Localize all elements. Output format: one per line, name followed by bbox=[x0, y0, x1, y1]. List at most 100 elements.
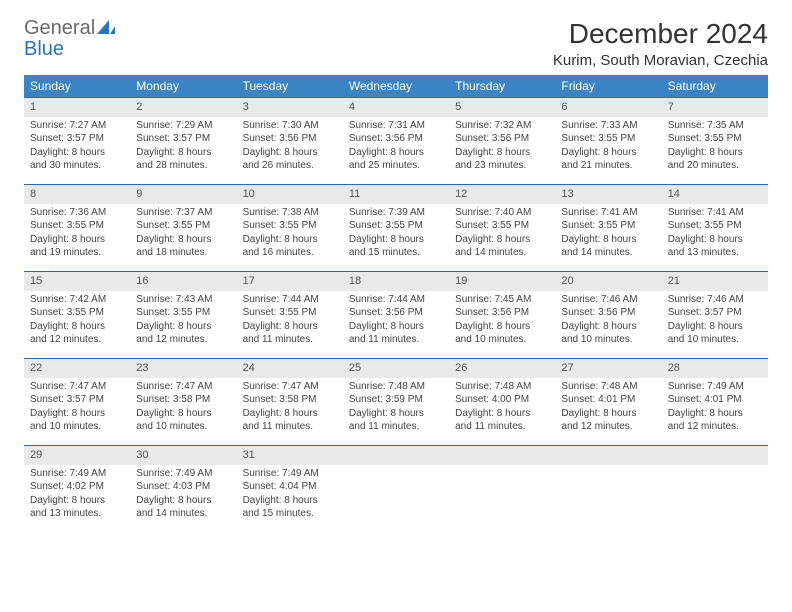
day-number: 23 bbox=[130, 359, 236, 378]
title-block: December 2024 Kurim, South Moravian, Cze… bbox=[553, 18, 768, 69]
calendar-day-cell: 13Sunrise: 7:41 AMSunset: 3:55 PMDayligh… bbox=[555, 185, 661, 272]
calendar-day-cell: 24Sunrise: 7:47 AMSunset: 3:58 PMDayligh… bbox=[237, 359, 343, 446]
calendar-day-cell: 5Sunrise: 7:32 AMSunset: 3:56 PMDaylight… bbox=[449, 98, 555, 185]
calendar-day-cell: 30Sunrise: 7:49 AMSunset: 4:03 PMDayligh… bbox=[130, 446, 236, 533]
calendar-day-cell: 4Sunrise: 7:31 AMSunset: 3:56 PMDaylight… bbox=[343, 98, 449, 185]
calendar-day-cell: 29Sunrise: 7:49 AMSunset: 4:02 PMDayligh… bbox=[24, 446, 130, 533]
sunset-line: Sunset: 3:55 PM bbox=[30, 306, 124, 320]
daylight-line: Daylight: 8 hours and 19 minutes. bbox=[30, 233, 124, 260]
calendar-day-cell bbox=[555, 446, 661, 533]
sunrise-line: Sunrise: 7:38 AM bbox=[243, 206, 337, 220]
day-number: 27 bbox=[555, 359, 661, 378]
sunrise-line: Sunrise: 7:45 AM bbox=[455, 293, 549, 307]
sunset-line: Sunset: 3:55 PM bbox=[136, 306, 230, 320]
calendar-day-cell: 26Sunrise: 7:48 AMSunset: 4:00 PMDayligh… bbox=[449, 359, 555, 446]
day-number: 14 bbox=[662, 185, 768, 204]
calendar-day-cell: 28Sunrise: 7:49 AMSunset: 4:01 PMDayligh… bbox=[662, 359, 768, 446]
sunrise-line: Sunrise: 7:48 AM bbox=[455, 380, 549, 394]
sunrise-line: Sunrise: 7:49 AM bbox=[243, 467, 337, 481]
day-number: 1 bbox=[24, 98, 130, 117]
sunset-line: Sunset: 3:56 PM bbox=[561, 306, 655, 320]
daylight-line: Daylight: 8 hours and 11 minutes. bbox=[455, 407, 549, 434]
sunrise-line: Sunrise: 7:44 AM bbox=[243, 293, 337, 307]
calendar-day-cell: 16Sunrise: 7:43 AMSunset: 3:55 PMDayligh… bbox=[130, 272, 236, 359]
day-number: 5 bbox=[449, 98, 555, 117]
calendar-day-cell: 18Sunrise: 7:44 AMSunset: 3:56 PMDayligh… bbox=[343, 272, 449, 359]
daylight-line: Daylight: 8 hours and 14 minutes. bbox=[136, 494, 230, 521]
daylight-line: Daylight: 8 hours and 10 minutes. bbox=[455, 320, 549, 347]
daylight-line: Daylight: 8 hours and 11 minutes. bbox=[243, 320, 337, 347]
day-number: 11 bbox=[343, 185, 449, 204]
day-number: 20 bbox=[555, 272, 661, 291]
daylight-line: Daylight: 8 hours and 11 minutes. bbox=[349, 407, 443, 434]
calendar-day-cell bbox=[449, 446, 555, 533]
calendar-header-row: SundayMondayTuesdayWednesdayThursdayFrid… bbox=[24, 75, 768, 98]
daylight-line: Daylight: 8 hours and 11 minutes. bbox=[349, 320, 443, 347]
daylight-line: Daylight: 8 hours and 13 minutes. bbox=[668, 233, 762, 260]
day-number: 21 bbox=[662, 272, 768, 291]
day-number bbox=[662, 446, 768, 465]
daylight-line: Daylight: 8 hours and 14 minutes. bbox=[561, 233, 655, 260]
sunset-line: Sunset: 4:01 PM bbox=[561, 393, 655, 407]
sunrise-line: Sunrise: 7:49 AM bbox=[30, 467, 124, 481]
day-number: 2 bbox=[130, 98, 236, 117]
sunset-line: Sunset: 3:55 PM bbox=[561, 219, 655, 233]
logo: General Blue bbox=[24, 18, 115, 60]
sunset-line: Sunset: 3:58 PM bbox=[243, 393, 337, 407]
calendar-day-cell: 20Sunrise: 7:46 AMSunset: 3:56 PMDayligh… bbox=[555, 272, 661, 359]
day-number bbox=[555, 446, 661, 465]
page-title: December 2024 bbox=[553, 18, 768, 50]
day-number: 22 bbox=[24, 359, 130, 378]
sunrise-line: Sunrise: 7:32 AM bbox=[455, 119, 549, 133]
sunset-line: Sunset: 3:56 PM bbox=[455, 306, 549, 320]
weekday-header: Tuesday bbox=[237, 75, 343, 98]
calendar-day-cell: 6Sunrise: 7:33 AMSunset: 3:55 PMDaylight… bbox=[555, 98, 661, 185]
day-number: 7 bbox=[662, 98, 768, 117]
sunset-line: Sunset: 4:03 PM bbox=[136, 480, 230, 494]
sunset-line: Sunset: 3:55 PM bbox=[30, 219, 124, 233]
sunset-line: Sunset: 4:04 PM bbox=[243, 480, 337, 494]
daylight-line: Daylight: 8 hours and 12 minutes. bbox=[561, 407, 655, 434]
sunset-line: Sunset: 4:01 PM bbox=[668, 393, 762, 407]
sunrise-line: Sunrise: 7:47 AM bbox=[243, 380, 337, 394]
day-number: 12 bbox=[449, 185, 555, 204]
calendar-table: SundayMondayTuesdayWednesdayThursdayFrid… bbox=[24, 75, 768, 532]
daylight-line: Daylight: 8 hours and 30 minutes. bbox=[30, 146, 124, 173]
calendar-week-row: 22Sunrise: 7:47 AMSunset: 3:57 PMDayligh… bbox=[24, 359, 768, 446]
daylight-line: Daylight: 8 hours and 12 minutes. bbox=[136, 320, 230, 347]
calendar-day-cell: 14Sunrise: 7:41 AMSunset: 3:55 PMDayligh… bbox=[662, 185, 768, 272]
calendar-day-cell: 10Sunrise: 7:38 AMSunset: 3:55 PMDayligh… bbox=[237, 185, 343, 272]
day-number: 19 bbox=[449, 272, 555, 291]
day-number: 16 bbox=[130, 272, 236, 291]
day-number bbox=[343, 446, 449, 465]
sunrise-line: Sunrise: 7:48 AM bbox=[561, 380, 655, 394]
calendar-week-row: 1Sunrise: 7:27 AMSunset: 3:57 PMDaylight… bbox=[24, 98, 768, 185]
sunset-line: Sunset: 3:57 PM bbox=[30, 132, 124, 146]
day-number: 9 bbox=[130, 185, 236, 204]
sunset-line: Sunset: 4:02 PM bbox=[30, 480, 124, 494]
calendar-day-cell: 25Sunrise: 7:48 AMSunset: 3:59 PMDayligh… bbox=[343, 359, 449, 446]
calendar-week-row: 15Sunrise: 7:42 AMSunset: 3:55 PMDayligh… bbox=[24, 272, 768, 359]
sunrise-line: Sunrise: 7:46 AM bbox=[668, 293, 762, 307]
day-number: 26 bbox=[449, 359, 555, 378]
day-number: 8 bbox=[24, 185, 130, 204]
sunrise-line: Sunrise: 7:47 AM bbox=[30, 380, 124, 394]
sunset-line: Sunset: 3:56 PM bbox=[243, 132, 337, 146]
sunrise-line: Sunrise: 7:41 AM bbox=[668, 206, 762, 220]
weekday-header: Saturday bbox=[662, 75, 768, 98]
day-number: 3 bbox=[237, 98, 343, 117]
day-number: 13 bbox=[555, 185, 661, 204]
sunrise-line: Sunrise: 7:40 AM bbox=[455, 206, 549, 220]
daylight-line: Daylight: 8 hours and 14 minutes. bbox=[455, 233, 549, 260]
day-number: 28 bbox=[662, 359, 768, 378]
logo-blue: Blue bbox=[24, 38, 64, 60]
sunset-line: Sunset: 3:55 PM bbox=[243, 306, 337, 320]
calendar-day-cell: 17Sunrise: 7:44 AMSunset: 3:55 PMDayligh… bbox=[237, 272, 343, 359]
sunrise-line: Sunrise: 7:44 AM bbox=[349, 293, 443, 307]
sunset-line: Sunset: 3:55 PM bbox=[136, 219, 230, 233]
calendar-day-cell: 11Sunrise: 7:39 AMSunset: 3:55 PMDayligh… bbox=[343, 185, 449, 272]
sunrise-line: Sunrise: 7:31 AM bbox=[349, 119, 443, 133]
sunset-line: Sunset: 3:56 PM bbox=[455, 132, 549, 146]
sunset-line: Sunset: 3:57 PM bbox=[30, 393, 124, 407]
calendar-day-cell: 7Sunrise: 7:35 AMSunset: 3:55 PMDaylight… bbox=[662, 98, 768, 185]
